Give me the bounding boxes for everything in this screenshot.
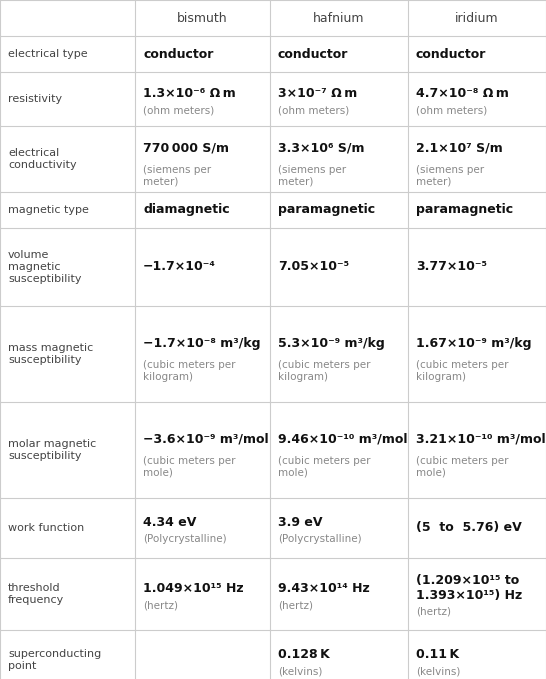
Text: (hertz): (hertz) <box>416 606 451 617</box>
Text: (cubic meters per
mole): (cubic meters per mole) <box>143 456 235 478</box>
Text: (ohm meters): (ohm meters) <box>278 105 349 115</box>
Text: (Polycrystalline): (Polycrystalline) <box>278 534 361 545</box>
Text: (siemens per
meter): (siemens per meter) <box>278 165 346 187</box>
Text: 7.05×10⁻⁵: 7.05×10⁻⁵ <box>278 261 349 274</box>
Text: 1.67×10⁻⁹ m³/kg: 1.67×10⁻⁹ m³/kg <box>416 337 531 350</box>
Text: 3.77×10⁻⁵: 3.77×10⁻⁵ <box>416 261 487 274</box>
Text: −3.6×10⁻⁹ m³/mol: −3.6×10⁻⁹ m³/mol <box>143 433 269 445</box>
Text: 3×10⁻⁷ Ω m: 3×10⁻⁷ Ω m <box>278 87 357 100</box>
Text: mass magnetic
susceptibility: mass magnetic susceptibility <box>8 343 93 365</box>
Text: (cubic meters per
kilogram): (cubic meters per kilogram) <box>278 361 371 382</box>
Text: (Polycrystalline): (Polycrystalline) <box>143 534 227 545</box>
Text: 9.46×10⁻¹⁰ m³/mol: 9.46×10⁻¹⁰ m³/mol <box>278 433 407 445</box>
Text: (siemens per
meter): (siemens per meter) <box>416 165 484 187</box>
Text: iridium: iridium <box>455 12 499 24</box>
Text: 9.43×10¹⁴ Hz: 9.43×10¹⁴ Hz <box>278 582 370 595</box>
Text: −1.7×10⁻⁸ m³/kg: −1.7×10⁻⁸ m³/kg <box>143 337 260 350</box>
Text: (kelvins): (kelvins) <box>278 666 322 676</box>
Text: (ohm meters): (ohm meters) <box>416 105 487 115</box>
Text: threshold
frequency: threshold frequency <box>8 583 64 605</box>
Text: (cubic meters per
kilogram): (cubic meters per kilogram) <box>416 361 508 382</box>
Text: (hertz): (hertz) <box>143 600 178 610</box>
Text: (cubic meters per
mole): (cubic meters per mole) <box>278 456 371 478</box>
Text: (siemens per
meter): (siemens per meter) <box>143 165 211 187</box>
Text: (cubic meters per
kilogram): (cubic meters per kilogram) <box>143 361 235 382</box>
Text: conductor: conductor <box>278 48 348 60</box>
Text: −1.7×10⁻⁴: −1.7×10⁻⁴ <box>143 261 216 274</box>
Text: (hertz): (hertz) <box>278 600 313 610</box>
Text: volume
magnetic
susceptibility: volume magnetic susceptibility <box>8 251 81 284</box>
Text: work function: work function <box>8 523 84 533</box>
Text: 3.3×10⁶ S/m: 3.3×10⁶ S/m <box>278 142 365 155</box>
Text: (cubic meters per
mole): (cubic meters per mole) <box>416 456 508 478</box>
Text: 0.11 K: 0.11 K <box>416 648 459 661</box>
Text: 0.128 K: 0.128 K <box>278 648 330 661</box>
Text: 3.9 eV: 3.9 eV <box>278 515 323 529</box>
Text: 2.1×10⁷ S/m: 2.1×10⁷ S/m <box>416 142 503 155</box>
Text: 1.3×10⁻⁶ Ω m: 1.3×10⁻⁶ Ω m <box>143 87 236 100</box>
Text: paramagnetic: paramagnetic <box>278 204 375 217</box>
Text: 3.21×10⁻¹⁰ m³/mol: 3.21×10⁻¹⁰ m³/mol <box>416 433 545 445</box>
Text: resistivity: resistivity <box>8 94 62 104</box>
Text: conductor: conductor <box>416 48 486 60</box>
Text: diamagnetic: diamagnetic <box>143 204 230 217</box>
Text: (ohm meters): (ohm meters) <box>143 105 214 115</box>
Text: conductor: conductor <box>143 48 213 60</box>
Text: electrical type: electrical type <box>8 49 87 59</box>
Text: magnetic type: magnetic type <box>8 205 89 215</box>
Text: 1.049×10¹⁵ Hz: 1.049×10¹⁵ Hz <box>143 582 244 595</box>
Text: molar magnetic
susceptibility: molar magnetic susceptibility <box>8 439 96 461</box>
Text: electrical
conductivity: electrical conductivity <box>8 148 76 170</box>
Text: 770 000 S/m: 770 000 S/m <box>143 142 229 155</box>
Text: superconducting
point: superconducting point <box>8 649 101 671</box>
Text: (kelvins): (kelvins) <box>416 666 460 676</box>
Text: paramagnetic: paramagnetic <box>416 204 513 217</box>
Text: (5  to  5.76) eV: (5 to 5.76) eV <box>416 521 522 534</box>
Text: 5.3×10⁻⁹ m³/kg: 5.3×10⁻⁹ m³/kg <box>278 337 385 350</box>
Text: hafnium: hafnium <box>313 12 365 24</box>
Text: bismuth: bismuth <box>177 12 228 24</box>
Text: 4.34 eV: 4.34 eV <box>143 515 197 529</box>
Text: (1.209×10¹⁵ to
1.393×10¹⁵) Hz: (1.209×10¹⁵ to 1.393×10¹⁵) Hz <box>416 574 523 602</box>
Text: 4.7×10⁻⁸ Ω m: 4.7×10⁻⁸ Ω m <box>416 87 509 100</box>
